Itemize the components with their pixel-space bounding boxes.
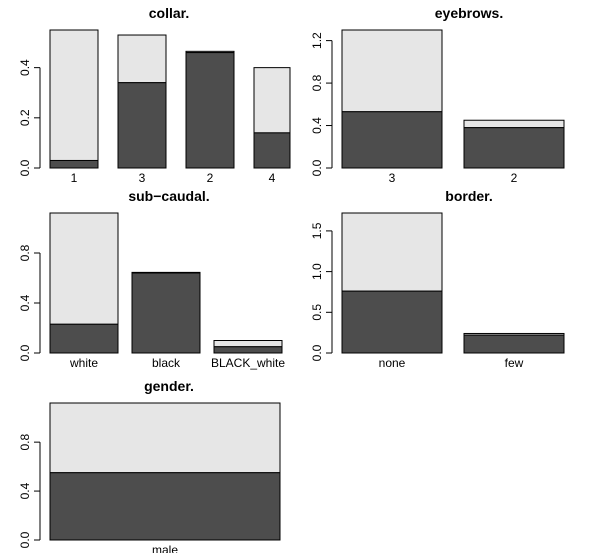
y-tick-label-border: 0.0 (310, 344, 324, 361)
panel-title-eyebrows: eyebrows. (435, 5, 503, 21)
bar-dark-subcaudal-black (131, 272, 201, 354)
category-label-eyebrows: 3 (389, 171, 396, 185)
panel-eyebrows: eyebrows. 0.0 0.4 0.8 1.2 3 2 (310, 5, 565, 185)
bar-dark-collar-2 (185, 52, 235, 169)
y-tick-label-border: 1.5 (310, 222, 324, 239)
panel-title-gender: gender. (144, 378, 194, 394)
category-label-subcaudal: BLACK_white (211, 356, 285, 370)
category-label-collar: 2 (207, 171, 214, 185)
category-label-collar: 1 (71, 171, 78, 185)
bar-light-gender-male (49, 402, 281, 474)
panel-title-subcaudal: sub−caudal. (128, 188, 209, 204)
y-tick-label-border: 0.5 (310, 304, 324, 321)
y-tick-label-collar: 0.0 (18, 159, 32, 176)
category-label-collar: 4 (269, 171, 276, 185)
panel-collar: collar. 0.0 0.2 0.4 1 3 2 4 (18, 5, 291, 185)
bar-light-collar-4 (253, 67, 291, 134)
category-label-gender: male (152, 543, 178, 553)
bar-dark-eyebrows-3 (341, 111, 443, 169)
panel-gender: gender. 0.0 0.4 0.8 male (18, 378, 281, 553)
panel-border: border. 0.0 0.5 1.0 1.5 none few (310, 188, 565, 370)
y-tick-label-eyebrows: 0.0 (310, 159, 324, 176)
category-label-subcaudal: black (152, 356, 181, 370)
bar-dark-collar-1 (49, 159, 99, 169)
y-tick-label-eyebrows: 0.8 (310, 74, 324, 91)
bar-dark-border-few (463, 334, 565, 354)
y-tick-label-eyebrows: 1.2 (310, 32, 324, 49)
panel-subcaudal: sub−caudal. 0.0 0.4 0.8 white black BLACK_whit… (18, 188, 285, 370)
bar-dark-subcaudal-white (49, 323, 119, 354)
bar-light-eyebrows-2 (463, 119, 565, 129)
bar-dark-subcaudal-BLACK_white (213, 346, 283, 354)
y-tick-label-eyebrows: 0.4 (310, 117, 324, 134)
category-label-eyebrows: 2 (511, 171, 518, 185)
y-tick-label-collar: 0.2 (18, 109, 32, 126)
bar-light-subcaudal-white (49, 212, 119, 325)
y-tick-label-border: 1.0 (310, 263, 324, 280)
bar-light-subcaudal-BLACK_white (213, 340, 283, 348)
category-label-border: none (379, 356, 406, 370)
panel-title-border: border. (445, 188, 492, 204)
bar-dark-collar-4 (253, 132, 291, 169)
bar-light-collar-1 (49, 29, 99, 161)
y-tick-label-gender: 0.0 (18, 531, 32, 548)
y-tick-label-collar: 0.4 (18, 59, 32, 76)
y-tick-label-subcaudal: 0.0 (18, 344, 32, 361)
category-label-border: few (505, 356, 524, 370)
bar-dark-eyebrows-2 (463, 127, 565, 169)
y-tick-label-subcaudal: 0.8 (18, 244, 32, 261)
bar-light-border-none (341, 212, 443, 292)
y-tick-label-gender: 0.8 (18, 433, 32, 450)
bar-dark-gender-male (49, 472, 281, 541)
y-tick-label-gender: 0.4 (18, 482, 32, 499)
bar-dark-collar-3 (117, 82, 167, 169)
bar-dark-border-none (341, 290, 443, 354)
category-label-subcaudal: white (69, 356, 98, 370)
panel-title-collar: collar. (149, 5, 189, 21)
bar-light-eyebrows-3 (341, 29, 443, 113)
category-label-collar: 3 (139, 171, 146, 185)
y-tick-label-subcaudal: 0.4 (18, 294, 32, 311)
bar-light-collar-3 (117, 34, 167, 84)
